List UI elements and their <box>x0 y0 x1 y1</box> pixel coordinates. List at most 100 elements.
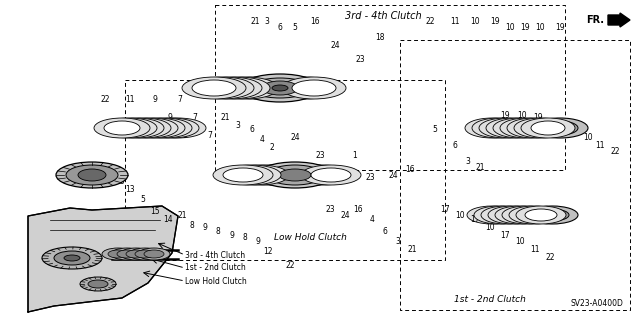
Ellipse shape <box>274 77 338 99</box>
Text: 17: 17 <box>500 231 510 240</box>
Ellipse shape <box>66 165 118 185</box>
Text: 7: 7 <box>177 95 182 105</box>
Ellipse shape <box>42 247 102 269</box>
Ellipse shape <box>198 77 262 99</box>
Text: 24: 24 <box>290 133 300 143</box>
Ellipse shape <box>160 121 196 135</box>
Ellipse shape <box>482 121 516 135</box>
Ellipse shape <box>192 80 236 96</box>
Text: 23: 23 <box>315 151 325 160</box>
Ellipse shape <box>250 78 310 98</box>
Ellipse shape <box>526 206 578 224</box>
Ellipse shape <box>293 165 353 185</box>
Ellipse shape <box>483 209 515 221</box>
Ellipse shape <box>104 121 140 135</box>
Ellipse shape <box>120 248 152 260</box>
Ellipse shape <box>129 248 161 260</box>
Ellipse shape <box>238 77 302 99</box>
Text: 9: 9 <box>230 231 234 240</box>
Ellipse shape <box>214 77 278 99</box>
FancyArrow shape <box>608 13 630 27</box>
Ellipse shape <box>229 165 289 185</box>
Ellipse shape <box>276 80 320 96</box>
Text: 22: 22 <box>285 261 295 270</box>
Text: 9: 9 <box>168 114 172 122</box>
Ellipse shape <box>295 168 335 182</box>
Ellipse shape <box>224 80 268 96</box>
Ellipse shape <box>475 121 509 135</box>
Ellipse shape <box>490 209 522 221</box>
Text: 11: 11 <box>451 18 460 26</box>
Text: 13: 13 <box>125 186 135 195</box>
Text: 6: 6 <box>278 23 282 32</box>
Ellipse shape <box>208 80 252 96</box>
Text: 2: 2 <box>269 144 275 152</box>
Ellipse shape <box>111 121 147 135</box>
Ellipse shape <box>495 206 545 224</box>
Text: 10: 10 <box>485 224 495 233</box>
Text: 11: 11 <box>531 246 540 255</box>
Ellipse shape <box>237 165 297 185</box>
Ellipse shape <box>200 80 244 96</box>
Ellipse shape <box>272 85 288 91</box>
Ellipse shape <box>223 168 263 182</box>
Ellipse shape <box>240 80 284 96</box>
Text: 10: 10 <box>550 121 560 130</box>
Ellipse shape <box>282 77 346 99</box>
Ellipse shape <box>94 118 150 138</box>
Ellipse shape <box>80 277 116 291</box>
Text: 1st - 2nd Clutch: 1st - 2nd Clutch <box>185 263 246 272</box>
Text: 6: 6 <box>383 227 387 236</box>
Text: 20: 20 <box>63 170 73 180</box>
Ellipse shape <box>266 77 330 99</box>
Ellipse shape <box>303 168 343 182</box>
Text: 15: 15 <box>150 207 160 217</box>
Ellipse shape <box>153 121 189 135</box>
Ellipse shape <box>292 80 336 96</box>
Text: 10: 10 <box>515 238 525 247</box>
Ellipse shape <box>521 118 575 138</box>
Ellipse shape <box>481 206 531 224</box>
Text: 23: 23 <box>115 177 125 187</box>
Text: 24: 24 <box>103 170 113 180</box>
Ellipse shape <box>287 168 327 182</box>
Ellipse shape <box>511 209 543 221</box>
Text: 19: 19 <box>567 125 577 135</box>
Ellipse shape <box>509 206 559 224</box>
Ellipse shape <box>232 80 276 96</box>
Ellipse shape <box>108 250 128 258</box>
Ellipse shape <box>64 255 80 261</box>
Ellipse shape <box>129 118 185 138</box>
Text: 5: 5 <box>433 125 437 135</box>
Ellipse shape <box>279 169 311 181</box>
Text: 9: 9 <box>152 95 157 105</box>
Ellipse shape <box>253 165 313 185</box>
Ellipse shape <box>311 168 351 182</box>
Ellipse shape <box>139 121 175 135</box>
Ellipse shape <box>531 121 565 135</box>
Ellipse shape <box>465 118 519 138</box>
Ellipse shape <box>479 118 533 138</box>
Text: 6: 6 <box>250 125 255 135</box>
Text: 19: 19 <box>500 110 510 120</box>
Ellipse shape <box>301 165 361 185</box>
Ellipse shape <box>239 168 279 182</box>
Text: 19: 19 <box>555 24 565 33</box>
Text: 23: 23 <box>365 174 375 182</box>
Text: 1: 1 <box>353 151 357 160</box>
Ellipse shape <box>146 121 182 135</box>
Ellipse shape <box>504 209 536 221</box>
Ellipse shape <box>138 248 170 260</box>
Text: 11: 11 <box>125 95 135 105</box>
Text: 18: 18 <box>375 33 385 42</box>
Text: 9: 9 <box>203 224 207 233</box>
Ellipse shape <box>240 74 320 102</box>
Text: 22: 22 <box>545 254 555 263</box>
Text: 24: 24 <box>388 170 398 180</box>
Text: 21: 21 <box>407 246 417 255</box>
Text: 10: 10 <box>505 24 515 33</box>
Ellipse shape <box>117 250 137 258</box>
Ellipse shape <box>132 121 168 135</box>
Text: 16: 16 <box>405 166 415 174</box>
Text: 19: 19 <box>533 114 543 122</box>
